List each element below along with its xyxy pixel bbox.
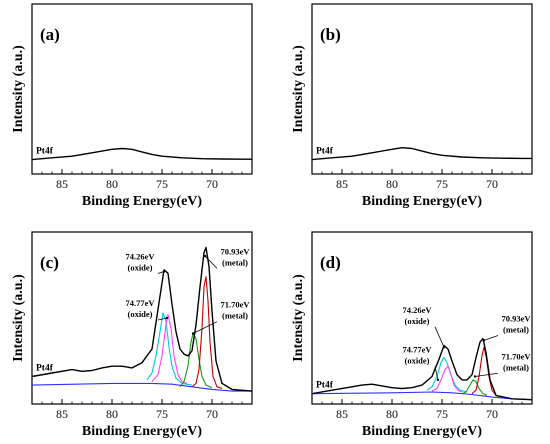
annotation-label: 71.70eV (metal) bbox=[220, 300, 250, 321]
annotation-arrowhead bbox=[165, 316, 169, 320]
annotation-leader bbox=[483, 335, 499, 341]
series-line-4 bbox=[191, 276, 223, 390]
series-line-0 bbox=[31, 147, 252, 161]
series-line-1 bbox=[426, 357, 468, 393]
x-tick-label: 80 bbox=[386, 407, 398, 421]
annotation-leader bbox=[204, 255, 218, 269]
series-line-4 bbox=[471, 346, 503, 398]
x-axis-title: Binding Energy(eV) bbox=[82, 424, 203, 439]
annotation-leader bbox=[192, 321, 218, 334]
x-tick-label: 70 bbox=[206, 407, 218, 421]
annotation-line: (oxide) bbox=[127, 263, 152, 273]
annotation-label: 71.70eV (metal) bbox=[501, 351, 531, 372]
x-tick-label: 75 bbox=[436, 177, 448, 191]
annotation-arrowhead bbox=[482, 339, 486, 342]
x-axis-title: Binding Energy(eV) bbox=[82, 194, 203, 209]
annotation-line: (oxide) bbox=[404, 316, 429, 326]
x-tick-label: 75 bbox=[436, 407, 448, 421]
series-line-0 bbox=[31, 246, 253, 392]
panel-label: (d) bbox=[320, 253, 341, 272]
annotation-label: 74.26eV (oxide) bbox=[125, 252, 155, 273]
annotation-arrowhead bbox=[442, 346, 446, 349]
trace-label: Pt4f bbox=[36, 147, 54, 157]
plot-frame bbox=[31, 3, 253, 175]
y-axis-title: Intensity (a.u.) bbox=[11, 274, 26, 362]
annotation-line: (metal) bbox=[503, 362, 529, 372]
series-line-0 bbox=[311, 337, 533, 401]
series-line-1 bbox=[146, 312, 193, 386]
annotation-label: 74.77eV (oxide) bbox=[125, 298, 155, 319]
x-axis-title: Binding Energy(eV) bbox=[362, 424, 483, 439]
trace-label: Pt4f bbox=[316, 147, 334, 157]
annotation-leader bbox=[157, 317, 168, 321]
annotation-arrowhead bbox=[473, 375, 477, 378]
series-line-5 bbox=[31, 382, 252, 392]
plot-frame bbox=[311, 3, 533, 175]
annotation-arrowhead bbox=[191, 332, 195, 335]
annotation-line: (oxide) bbox=[127, 309, 152, 319]
annotation-arrowhead bbox=[203, 254, 207, 258]
annotation-line: 74.77eV bbox=[125, 298, 155, 308]
annotation-label: 70.93eV (metal) bbox=[501, 313, 531, 334]
x-tick-label: 85 bbox=[56, 177, 68, 191]
x-tick-label: 80 bbox=[386, 177, 398, 191]
series-line-2 bbox=[151, 314, 188, 384]
trace-label: Pt4f bbox=[316, 381, 334, 391]
annotation-leader bbox=[434, 366, 439, 381]
annotation-line: 71.70eV bbox=[501, 351, 531, 361]
annotation-line: 71.70eV bbox=[220, 300, 250, 310]
x-tick-label: 85 bbox=[336, 407, 348, 421]
annotation-label: 70.93eV (metal) bbox=[220, 246, 250, 267]
annotation-line: (metal) bbox=[222, 257, 248, 267]
x-tick-label: 70 bbox=[486, 407, 498, 421]
annotation-arrowhead bbox=[162, 270, 166, 273]
x-tick-label: 70 bbox=[486, 177, 498, 191]
y-axis-title: Intensity (a.u.) bbox=[291, 274, 306, 362]
annotation-line: 74.26eV bbox=[125, 252, 155, 262]
annotation-line: 74.77eV bbox=[402, 344, 432, 354]
annotation-line: 70.93eV bbox=[220, 246, 250, 256]
annotation-line: 74.26eV bbox=[402, 305, 432, 315]
y-axis-title: Intensity (a.u.) bbox=[11, 45, 26, 133]
annotation-line: (metal) bbox=[222, 311, 248, 321]
panel-label: (a) bbox=[40, 25, 60, 44]
x-tick-label: 75 bbox=[156, 407, 168, 421]
annotation-leader bbox=[474, 372, 499, 377]
x-tick-label: 75 bbox=[156, 177, 168, 191]
annotation-label: 74.26eV (oxide) bbox=[402, 305, 432, 326]
series-line-0 bbox=[311, 147, 532, 161]
series-line-3 bbox=[179, 332, 213, 389]
series-line-3 bbox=[461, 379, 488, 396]
x-tick-label: 85 bbox=[336, 177, 348, 191]
annotation-line: (oxide) bbox=[404, 355, 429, 365]
annotation-arrowhead bbox=[436, 378, 440, 382]
y-axis-title: Intensity (a.u.) bbox=[291, 45, 306, 133]
annotation-leader bbox=[434, 326, 445, 348]
x-tick-label: 70 bbox=[206, 177, 218, 191]
annotation-line: (metal) bbox=[503, 324, 529, 334]
annotation-label: 74.77eV (oxide) bbox=[402, 344, 432, 365]
panel-label: (c) bbox=[40, 253, 59, 272]
x-tick-label: 80 bbox=[106, 407, 118, 421]
panel-label: (b) bbox=[320, 25, 341, 44]
x-axis-title: Binding Energy(eV) bbox=[362, 194, 483, 209]
annotation-line: 70.93eV bbox=[501, 313, 531, 323]
x-tick-label: 80 bbox=[106, 177, 118, 191]
trace-label: Pt4f bbox=[36, 363, 54, 373]
x-tick-label: 85 bbox=[56, 407, 68, 421]
series-line-2 bbox=[431, 365, 463, 393]
